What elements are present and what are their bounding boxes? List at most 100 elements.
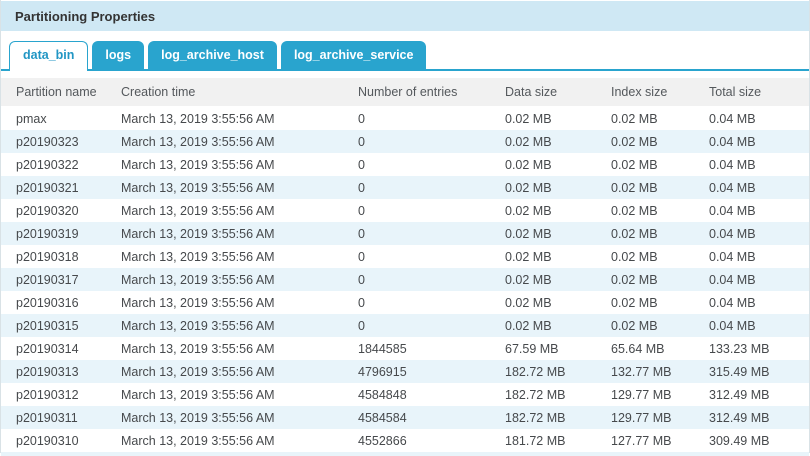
cell: p20190314	[16, 341, 79, 356]
cell: p20190317	[16, 272, 79, 287]
cell: 4796915	[358, 364, 407, 379]
panel-header: Partitioning Properties	[1, 1, 809, 31]
cell: 0.02 MB	[505, 157, 552, 172]
cell: p20190311	[16, 410, 78, 425]
cell: 181.72 MB	[505, 433, 566, 448]
cell: 0.02 MB	[611, 203, 658, 218]
table-row: p20190315 March 13, 2019 3:55:56 AM 0 0.02 …	[1, 314, 809, 337]
cell: p20190310	[16, 433, 79, 448]
column-header-index-size: Index size	[606, 78, 704, 108]
cell: March 13, 2019 3:55:56 AM	[121, 318, 275, 333]
cell: p20190318	[16, 249, 79, 264]
cell: 0.02 MB	[611, 272, 658, 287]
column-header-data-size: Data size	[500, 78, 606, 108]
table-row: p20190321 March 13, 2019 3:55:56 AM 0 0.02 …	[1, 176, 809, 199]
column-header-creation-time: Creation time	[121, 78, 353, 108]
cell: March 13, 2019 3:55:56 AM	[121, 134, 275, 149]
cell: 67.59 MB	[505, 341, 559, 356]
cell: 0.02 MB	[611, 249, 658, 264]
cell: 0.04 MB	[709, 112, 756, 126]
cell: March 13, 2019 3:55:56 AM	[121, 157, 275, 172]
cell: p20190312	[16, 387, 79, 402]
panel-title: Partitioning Properties	[15, 8, 156, 24]
cell: 0	[358, 318, 365, 333]
cell: 0.04 MB	[709, 295, 756, 310]
table-row: p20190312 March 13, 2019 3:55:56 AM 458484…	[1, 383, 809, 406]
partitions-table: Partition name Creation time Number of ent…	[1, 78, 809, 452]
cell: 0.02 MB	[611, 112, 658, 126]
table-header-row: Partition name Creation time Number of ent…	[1, 78, 809, 108]
cell: 129.77 MB	[611, 410, 672, 425]
cell: p20190313	[16, 364, 79, 379]
cell: 0	[358, 272, 365, 287]
cell: 0	[358, 295, 365, 310]
table-row: p20190314 March 13, 2019 3:55:56 AM 184458…	[1, 337, 809, 360]
cell: 182.72 MB	[505, 387, 566, 402]
cell: 0	[358, 249, 365, 264]
table-row: p20190311 March 13, 2019 3:55:56 AM 458458…	[1, 406, 809, 429]
cell: p20190322	[16, 157, 79, 172]
cell: March 13, 2019 3:55:56 AM	[121, 387, 275, 402]
cell: 0.02 MB	[611, 134, 658, 149]
cell: March 13, 2019 3:55:56 AM	[121, 272, 275, 287]
table-row: p20190322 March 13, 2019 3:55:56 AM 0 0.02 …	[1, 153, 809, 176]
table-row: p20190317 March 13, 2019 3:55:56 AM 0 0.02 …	[1, 268, 809, 291]
cell: 0	[358, 112, 365, 126]
cell: 65.64 MB	[611, 341, 665, 356]
cell: March 13, 2019 3:55:56 AM	[121, 295, 275, 310]
cell: March 13, 2019 3:55:56 AM	[121, 410, 275, 425]
cell: 4584848	[358, 387, 407, 402]
cell: 4552866	[358, 433, 407, 448]
cell: p20190321	[16, 180, 79, 195]
column-header-partition-name: Partition name	[1, 78, 121, 108]
cell: 0.02 MB	[611, 157, 658, 172]
cell: 182.72 MB	[505, 364, 566, 379]
cell: 315.49 MB	[709, 364, 770, 379]
tab-bar: data_bin logs log_archive_host log_archive_…	[1, 41, 809, 71]
cell: March 13, 2019 3:55:56 AM	[121, 364, 275, 379]
cell: March 13, 2019 3:55:56 AM	[121, 433, 275, 448]
cell: 127.77 MB	[611, 433, 672, 448]
column-header-total-size: Total size	[704, 78, 809, 108]
cell: 309.49 MB	[709, 433, 770, 448]
cell: p20190316	[16, 295, 79, 310]
partitions-table-wrap: Partition name Creation time Number of ent…	[1, 78, 809, 452]
cell: March 13, 2019 3:55:56 AM	[121, 112, 275, 126]
tab-data_bin[interactable]: data_bin	[9, 41, 89, 71]
cell: 0.04 MB	[709, 157, 756, 172]
tab-log_archive_host[interactable]: log_archive_host	[148, 41, 277, 69]
cell: 4584584	[358, 410, 407, 425]
table-row: p20190319 March 13, 2019 3:55:56 AM 0 0.02 …	[1, 222, 809, 245]
cell: 1844585	[358, 341, 407, 356]
cell: p20190320	[16, 203, 79, 218]
cell: 0	[358, 226, 365, 241]
table-row: p20190323 March 13, 2019 3:55:56 AM 0 0.02 …	[1, 130, 809, 153]
cell: 0.04 MB	[709, 180, 756, 195]
table-row: pmax March 13, 2019 3:55:56 AM 0 0.02 MB 0.0…	[1, 107, 809, 130]
cell: 0.02 MB	[505, 203, 552, 218]
cell: 0.02 MB	[505, 112, 552, 126]
table-row: p20190310 March 13, 2019 3:55:56 AM 455286…	[1, 429, 809, 452]
cell: 0.04 MB	[709, 203, 756, 218]
cell: 0	[358, 134, 365, 149]
cell: 132.77 MB	[611, 364, 672, 379]
cell: 133.23 MB	[709, 341, 770, 356]
cell: 0	[358, 157, 365, 172]
cell: March 13, 2019 3:55:56 AM	[121, 341, 275, 356]
cell: March 13, 2019 3:55:56 AM	[121, 249, 275, 264]
table-body: pmax March 13, 2019 3:55:56 AM 0 0.02 MB 0.0…	[1, 107, 809, 452]
cell: 0.02 MB	[611, 318, 658, 333]
table-row: p20190318 March 13, 2019 3:55:56 AM 0 0.02 …	[1, 245, 809, 268]
tab-logs[interactable]: logs	[92, 41, 145, 69]
cell: 312.49 MB	[709, 410, 770, 425]
cell: 0	[358, 180, 365, 195]
tab-log_archive_service[interactable]: log_archive_service	[280, 41, 427, 69]
cell: 0.04 MB	[709, 318, 756, 333]
column-header-number-of-entries: Number of entries	[353, 78, 500, 108]
cell: 129.77 MB	[611, 387, 672, 402]
table-row: p20190313 March 13, 2019 3:55:56 AM 479691…	[1, 360, 809, 383]
cell: March 13, 2019 3:55:56 AM	[121, 203, 275, 218]
cell: 0	[358, 203, 365, 218]
cell: 0.02 MB	[611, 180, 658, 195]
table-row: p20190320 March 13, 2019 3:55:56 AM 0 0.02 …	[1, 199, 809, 222]
